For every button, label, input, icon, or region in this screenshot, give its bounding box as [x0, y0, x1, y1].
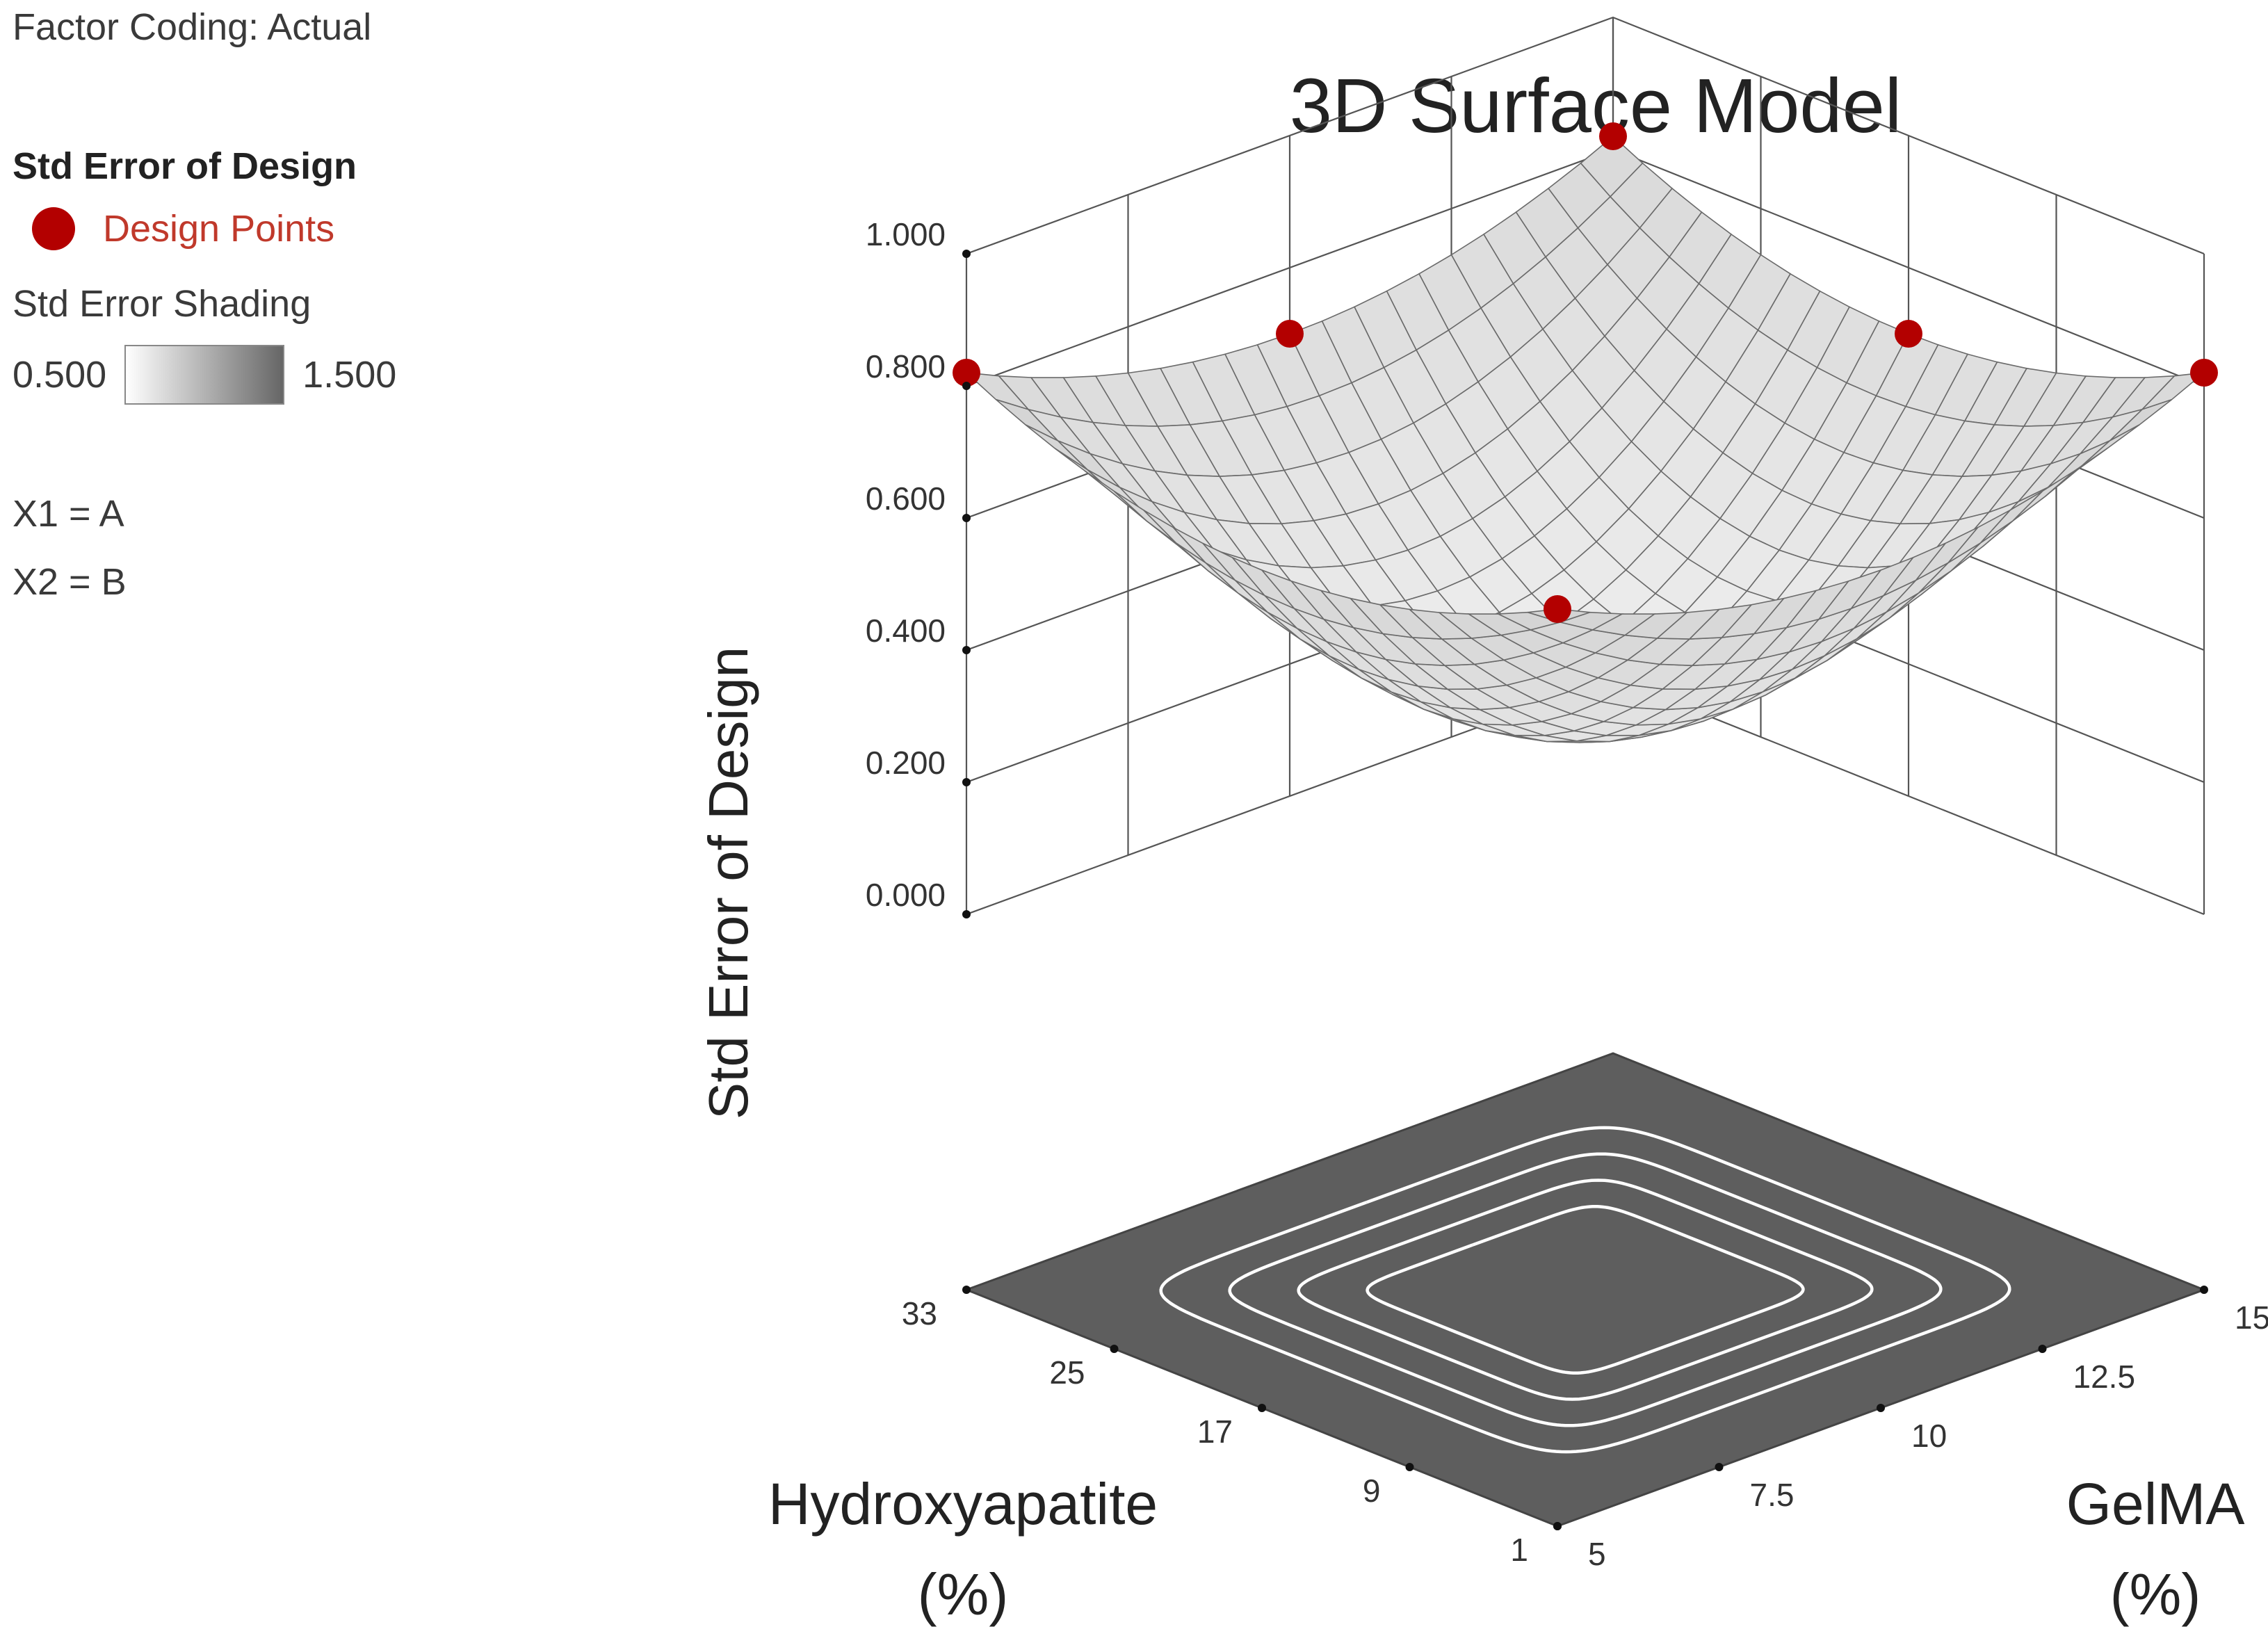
visible-design-points	[953, 122, 2218, 623]
y-tick-label: 10	[1911, 1418, 1947, 1454]
z-tick-mark	[962, 382, 971, 390]
y-tick-mark	[1715, 1463, 1724, 1471]
design-point	[953, 359, 980, 387]
response-title: Std Error of Design	[13, 145, 357, 187]
factor-coding-label: Factor Coding: Actual	[13, 6, 372, 48]
shading-scale: 0.500 1.500	[13, 345, 396, 405]
x-tick-mark	[1258, 1404, 1266, 1412]
x-axis-title-line2: (%)	[918, 1562, 1009, 1627]
x-tick-label: 33	[902, 1295, 937, 1331]
x-tick-label: 17	[1197, 1414, 1233, 1450]
z-tick-label: 0.600	[866, 480, 946, 517]
z-tick-label: 0.000	[866, 877, 946, 913]
x-tick-label: 9	[1363, 1473, 1381, 1509]
axes-labels: 0.000 0.200 0.400 0.600 0.800 1.000 1 9 17 25 33 5 7…	[866, 216, 2268, 1572]
floor-plane	[963, 1052, 2208, 1528]
z-tick-mark	[962, 778, 971, 786]
floor-contour-line	[1228, 1152, 1943, 1427]
y-tick-mark	[1553, 1522, 1562, 1530]
shading-min: 0.500	[13, 354, 107, 396]
y-tick-label: 7.5	[1750, 1477, 1795, 1513]
design-points-label: Design Points	[103, 208, 335, 250]
z-tick-mark	[962, 514, 971, 522]
x2-mapping: X2 = B	[13, 561, 127, 603]
shading-gradient	[124, 345, 285, 405]
x1-mapping: X1 = A	[13, 493, 124, 535]
y-tick-mark	[2038, 1345, 2047, 1353]
x-tick-mark	[1405, 1463, 1414, 1471]
z-tick-mark	[962, 646, 971, 654]
y-tick-mark	[1877, 1404, 1885, 1412]
y-tick-label: 5	[1588, 1536, 1606, 1572]
z-tick-mark	[962, 250, 971, 258]
z-tick-label: 0.200	[866, 745, 946, 781]
x-tick-label: 1	[1510, 1532, 1528, 1568]
wall-horizontal-gridline	[966, 16, 2205, 255]
y-tick-label: 15	[2235, 1299, 2268, 1336]
surface-mesh	[964, 135, 2206, 743]
y-axis-title-line1: GelMA	[2066, 1471, 2245, 1537]
z-tick-label: 1.000	[866, 216, 946, 252]
y-axis-title-line2: (%)	[2110, 1562, 2201, 1627]
x-axis-title-line1: Hydroxyapatite	[768, 1471, 1158, 1537]
chart-title: 3D Surface Model	[1290, 63, 1902, 149]
design-point-dot-icon	[32, 207, 75, 250]
design-point	[1544, 595, 1571, 623]
design-point	[1599, 122, 1627, 150]
floor-contour-line	[1297, 1179, 1874, 1401]
y-tick-label: 12.5	[2073, 1359, 2136, 1395]
design-points-legend: Design Points	[13, 207, 334, 250]
x-tick-label: 25	[1049, 1354, 1085, 1391]
floor-contour-line	[1366, 1205, 1805, 1375]
shading-title: Std Error Shading	[13, 283, 311, 325]
z-axis-title: Std Error of Design	[697, 647, 759, 1119]
floor-contour-line	[1159, 1126, 2011, 1454]
shading-max: 1.500	[302, 354, 397, 396]
floor-contour-plane	[963, 1052, 2208, 1528]
y-tick-mark	[2200, 1286, 2208, 1294]
design-point	[1895, 320, 1922, 348]
x-tick-mark	[962, 1286, 971, 1294]
x-tick-mark	[1110, 1345, 1119, 1353]
design-point	[2190, 359, 2218, 387]
z-tick-label: 0.400	[866, 613, 946, 649]
z-tick-mark	[962, 910, 971, 918]
design-point	[1276, 320, 1304, 348]
z-tick-label: 0.800	[866, 348, 946, 384]
